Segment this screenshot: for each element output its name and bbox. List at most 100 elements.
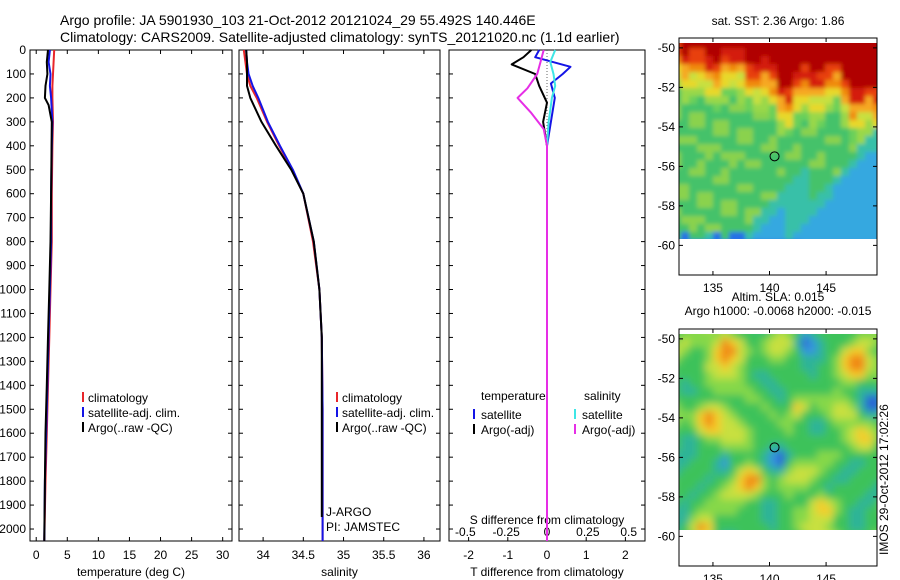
sst-map-title: sat. SST: 2.36 Argo: 1.86 — [712, 14, 845, 28]
sst_map-cell — [777, 112, 786, 121]
sla_map-cell — [841, 459, 850, 468]
sst_map-cell — [873, 64, 877, 73]
sst_map-cell — [873, 168, 877, 177]
sst_map-cell — [721, 208, 730, 217]
sla_map-cell — [833, 539, 842, 548]
sla_map-cell — [833, 427, 842, 436]
sst_map-cell — [849, 56, 858, 65]
chart-title-line1: Argo profile: JA 5901930_103 21-Oct-2012… — [60, 12, 536, 28]
depth-tick-label: 1600 — [0, 426, 26, 440]
sla_map-cell — [681, 339, 690, 348]
sla_map-cell — [865, 467, 874, 476]
sst_map-cell — [679, 43, 682, 49]
sst_map-cell — [697, 80, 706, 89]
sla_map-cell — [801, 355, 810, 364]
sla_map-cell — [841, 395, 850, 404]
sla_map-cell — [865, 475, 874, 484]
sla_map-cell — [793, 475, 802, 484]
sla_map-cell — [793, 323, 802, 332]
sla_map-cell — [793, 435, 802, 444]
depth-tick-label: 500 — [6, 163, 26, 177]
sla_map-cell — [809, 443, 818, 452]
sla_map-cell — [849, 539, 858, 548]
sla_map-cell — [865, 387, 874, 396]
sla_map-cell — [745, 334, 754, 340]
sst_map-cell — [689, 168, 698, 177]
sla_map-ytick-label: -58 — [658, 490, 676, 504]
sst_map-cell — [857, 144, 866, 153]
sla_map-cell — [679, 371, 682, 380]
sst_map-cell — [865, 224, 874, 233]
salinity-diff-tick-label: -0.5 — [455, 525, 476, 539]
sla_map-cell — [721, 355, 730, 364]
sla_map-cell — [737, 334, 746, 340]
sla_map-cell — [785, 443, 794, 452]
sst_map-cell — [817, 248, 826, 257]
sla_map-cell — [801, 523, 810, 530]
sla_map-cell — [809, 459, 818, 468]
sst_map-cell — [809, 64, 818, 73]
sst_map-cell — [697, 144, 706, 153]
sst_map-cell — [729, 104, 738, 113]
sla_map-cell — [841, 475, 850, 484]
sst_map-cell — [713, 43, 722, 49]
sst_map-cell — [777, 176, 786, 185]
sla_map-cell — [737, 539, 746, 548]
sst_map-cell — [801, 112, 810, 121]
sla_map-cell — [785, 435, 794, 444]
sla_map-cell — [681, 475, 690, 484]
sst_map-cell — [801, 48, 810, 57]
sst_map-cell — [705, 200, 714, 209]
sst_map-cell — [817, 120, 826, 129]
sst_map-cell — [737, 43, 746, 49]
sst_map-cell — [849, 112, 858, 121]
sst_map-cell — [697, 112, 706, 121]
sst_map-cell — [737, 112, 746, 121]
sla_map-cell — [769, 403, 778, 412]
sla_map-cell — [721, 411, 730, 420]
sla_map-cell — [785, 379, 794, 388]
sst_map-cell — [801, 248, 810, 257]
sla_map-cell — [705, 371, 714, 380]
sla_map-cell — [881, 395, 890, 404]
sst_map-cell — [865, 160, 874, 169]
sst_map-cell — [679, 48, 682, 57]
sst_map-cell — [679, 136, 682, 145]
sla_map-cell — [777, 371, 786, 380]
sst_map-cell — [865, 88, 874, 97]
sla_map-cell — [729, 427, 738, 436]
salinity-legend-title: salinity — [584, 389, 621, 403]
sla_map-cell — [745, 323, 754, 332]
sla_map-cell — [761, 515, 770, 524]
sla_map-cell — [865, 395, 874, 404]
sst_map-cell — [809, 240, 818, 249]
sla_map-cell — [713, 531, 722, 540]
sla_map-cell — [705, 363, 714, 372]
salinity-legend-label: Argo(..raw -QC) — [342, 421, 427, 435]
sst_map-cell — [713, 56, 722, 65]
sla_map-cell — [793, 363, 802, 372]
sst_map-cell — [809, 144, 818, 153]
sla_map-cell — [697, 395, 706, 404]
sst_map-cell — [817, 224, 826, 233]
sst_map-cell — [713, 192, 722, 201]
sla_map-cell — [697, 515, 706, 524]
sla_map-cell — [753, 435, 762, 444]
sla_map-cell — [841, 539, 850, 548]
sla_map-cell — [729, 491, 738, 500]
sst_map-cell — [769, 112, 778, 121]
sla_map-cell — [793, 427, 802, 436]
sla_map-cell — [679, 483, 682, 492]
sst_map-cell — [817, 56, 826, 65]
difference-xlabel: T difference from climatology — [470, 565, 624, 579]
salinity-axes-frame — [238, 49, 441, 542]
sla_map-cell — [841, 507, 850, 516]
sst_map-cell — [689, 120, 698, 129]
sst_map-cell — [769, 88, 778, 97]
depth-tick-label: 1500 — [0, 402, 26, 416]
sst_map-cell — [849, 248, 858, 257]
sst_map-cell — [761, 88, 770, 97]
sla_map-cell — [761, 491, 770, 500]
sst_map-cell — [849, 176, 858, 185]
sla_map-cell — [841, 483, 850, 492]
